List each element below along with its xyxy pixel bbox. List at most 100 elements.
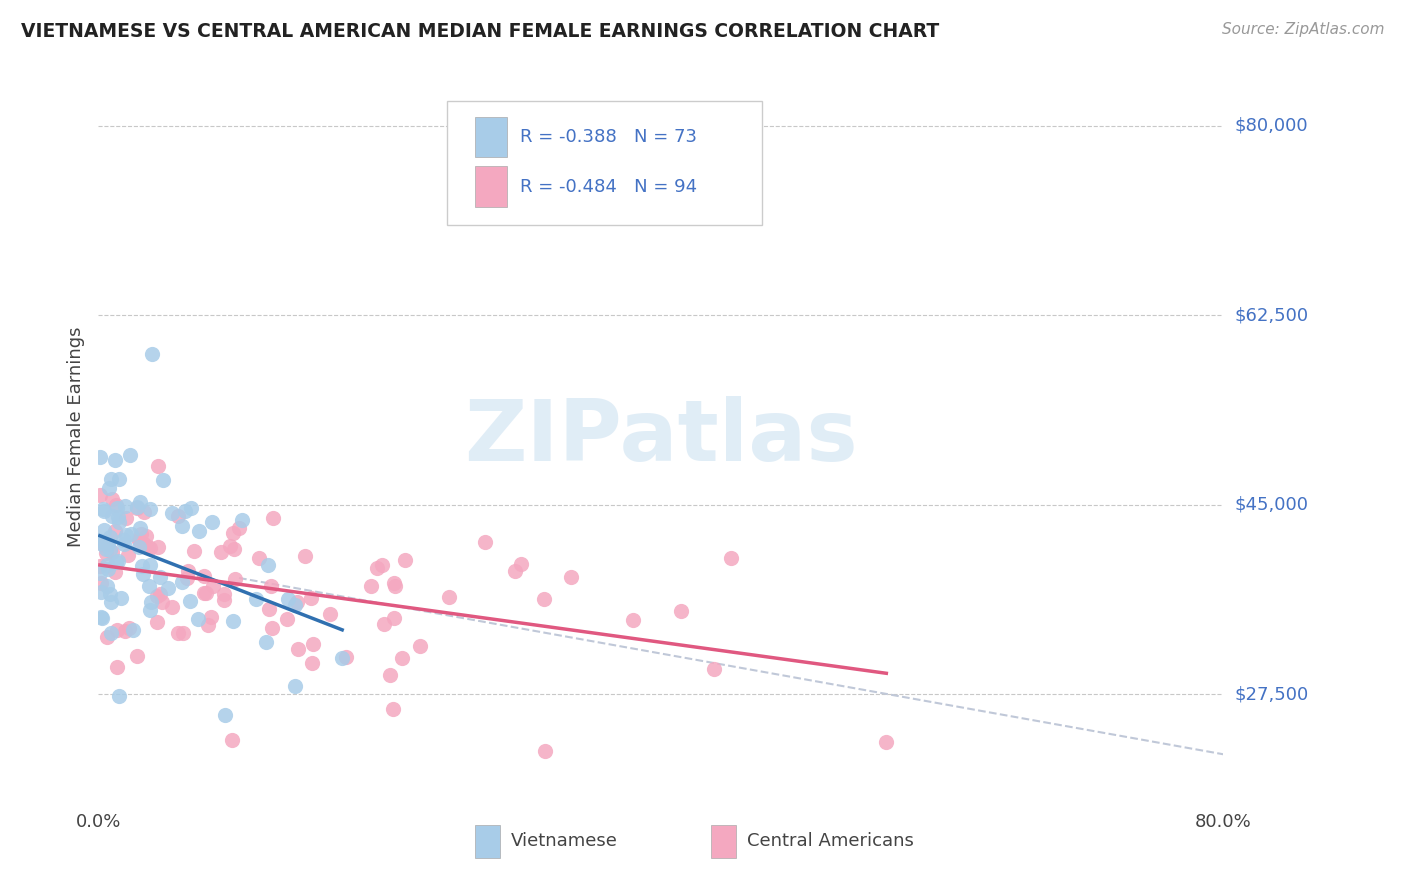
Point [132,567,155,582]
Point [97,481,120,495]
Point [262,511,284,525]
Point [128,533,150,547]
Point [167,626,190,640]
Point [382,575,405,590]
Point [104,566,127,580]
Point [669,604,692,618]
Point [245,591,267,606]
Point [533,744,555,758]
Point [224,572,246,586]
Point [194,586,217,600]
Point [145,589,167,603]
Point [335,650,357,665]
Point [141,347,163,361]
Text: $80,000: $80,000 [1234,117,1308,135]
Point [129,494,152,508]
Point [107,509,129,524]
Point [146,541,169,555]
Point [256,558,278,572]
Point [284,679,307,693]
Point [104,452,127,467]
Point [94,546,117,560]
Point [98,587,121,601]
Point [228,521,250,535]
Point [100,595,122,609]
Point [299,591,322,606]
Point [89,488,111,502]
Point [183,543,205,558]
Point [108,689,131,703]
Point [177,564,200,578]
Point [152,473,174,487]
Point [138,578,160,592]
Point [150,595,173,609]
Point [703,662,725,676]
Point [219,539,242,553]
Point [212,587,235,601]
Point [301,656,323,670]
Point [162,599,184,614]
Point [193,569,215,583]
Point [115,510,138,524]
Point [381,702,404,716]
Point [132,505,155,519]
Point [437,590,460,604]
Point [720,550,742,565]
Point [112,537,135,551]
Point [90,576,112,591]
Point [287,642,309,657]
Point [200,610,222,624]
Point [89,450,111,464]
Point [96,558,118,573]
Point [97,537,120,551]
Point [115,528,138,542]
Point [93,524,115,538]
Point [136,541,159,555]
Point [260,621,283,635]
Point [260,579,283,593]
Point [118,622,141,636]
Point [93,538,115,552]
Bar [475,167,506,207]
Point [101,509,124,524]
Point [94,541,117,556]
Point [89,566,111,581]
Point [132,537,155,551]
Point [93,504,115,518]
Point [187,612,209,626]
Point [128,533,150,547]
Point [96,579,118,593]
Point [104,524,127,539]
Point [120,448,142,462]
Point [875,735,897,749]
Point [276,612,298,626]
Point [156,582,179,596]
Text: R = -0.484   N = 94: R = -0.484 N = 94 [520,178,697,195]
Point [378,667,401,681]
Point [139,502,162,516]
Point [96,630,118,644]
Point [138,603,160,617]
Point [105,501,128,516]
Point [180,500,202,515]
Point [621,613,644,627]
Point [247,550,270,565]
Point [90,610,112,624]
Point [91,501,114,516]
Point [176,571,198,585]
Bar [475,117,506,157]
Point [90,611,112,625]
Point [146,615,169,630]
Point [98,530,121,544]
Point [127,649,149,664]
Point [533,592,555,607]
Point [222,614,245,628]
Text: Central Americans: Central Americans [748,832,914,850]
Point [366,560,388,574]
Text: VIETNAMESE VS CENTRAL AMERICAN MEDIAN FEMALE EARNINGS CORRELATION CHART: VIETNAMESE VS CENTRAL AMERICAN MEDIAN FE… [21,22,939,41]
Point [222,526,245,541]
Point [108,515,131,529]
Point [172,574,194,589]
Point [285,595,308,609]
Point [108,473,131,487]
